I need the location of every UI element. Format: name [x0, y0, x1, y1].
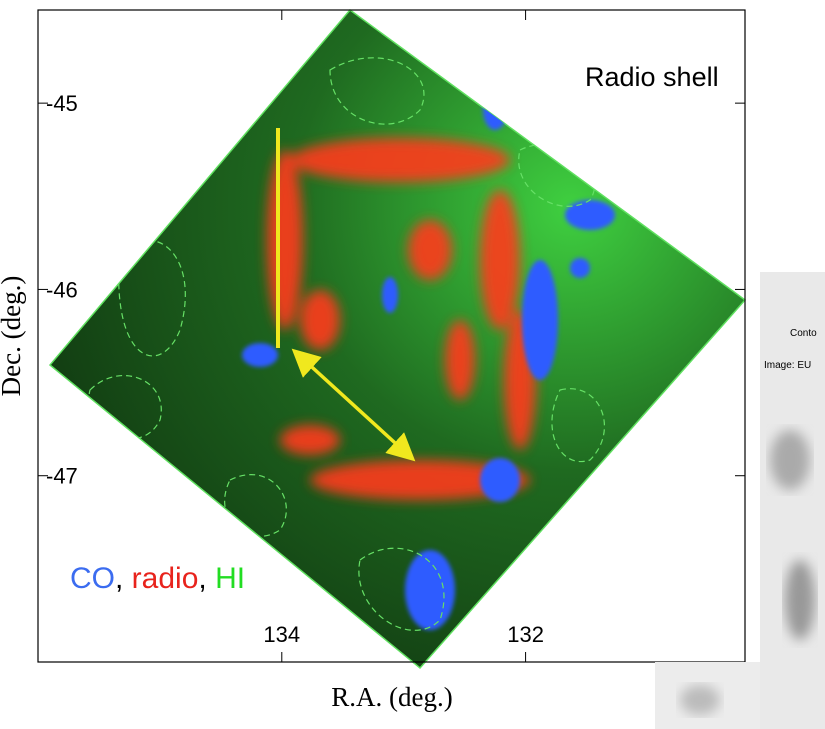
y-tick-label: -45	[46, 91, 78, 116]
legend-entry: CO	[70, 562, 115, 595]
y-tick-label: -47	[46, 464, 78, 489]
x-tick-label: 132	[507, 622, 544, 647]
legend-separator: ,	[198, 562, 215, 595]
legend: CO, radio, HI	[70, 562, 245, 595]
y-axis-label: Dec. (deg.)	[0, 276, 26, 397]
legend-entry: HI	[215, 562, 245, 595]
x-axis-label: R.A. (deg.)	[331, 682, 452, 712]
x-tick-label: 134	[263, 622, 300, 647]
chart-title: Radio shell	[585, 62, 719, 92]
inset-text: Image: EU	[764, 360, 811, 371]
legend-separator: ,	[115, 562, 132, 595]
figure: 134 132 -45 -46 -47 Conto Image: EU Radio sh…	[0, 0, 825, 729]
legend-entry: radio	[132, 562, 199, 595]
inset-text: Conto	[790, 328, 817, 339]
y-tick-label: -46	[46, 277, 78, 302]
